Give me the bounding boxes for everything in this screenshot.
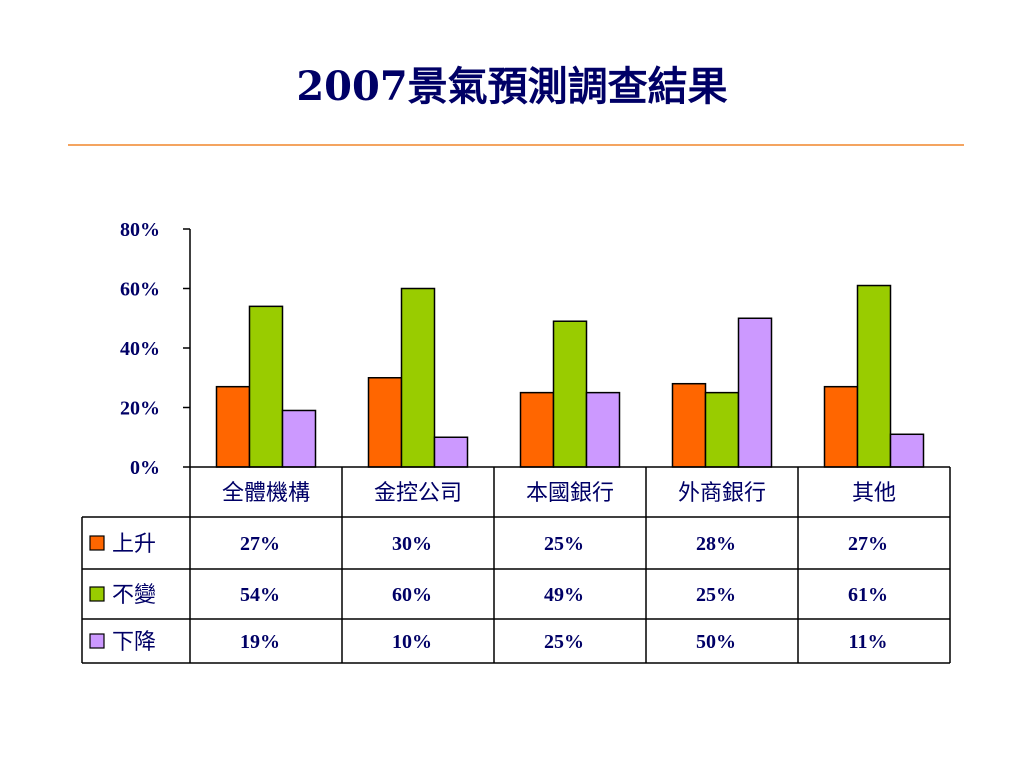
- data-label: 19%: [240, 631, 280, 653]
- data-label: 60%: [392, 584, 432, 606]
- data-label: 27%: [240, 533, 280, 555]
- legend-swatch-下降: [89, 633, 105, 649]
- y-tick-label: 60%: [120, 279, 160, 301]
- data-label: 25%: [544, 533, 584, 555]
- bar-上升-本國銀行: [519, 391, 555, 468]
- bar-不變-全體機構: [248, 305, 284, 468]
- legend-label-下降: 下降: [112, 630, 156, 655]
- data-label: 54%: [240, 584, 280, 606]
- bar-上升-其他: [823, 385, 859, 468]
- y-tick-label: 80%: [120, 219, 160, 241]
- category-label: 外商銀行: [678, 481, 766, 506]
- bars: [215, 284, 925, 468]
- slide-title: 2007景氣預測調查結果: [296, 63, 728, 110]
- category-label: 全體機構: [222, 481, 310, 506]
- data-label: 10%: [392, 631, 432, 653]
- data-label: 25%: [696, 584, 736, 606]
- bar-下降-其他: [889, 433, 925, 468]
- data-label: 28%: [696, 533, 736, 555]
- bar-下降-金控公司: [433, 436, 469, 468]
- y-axis: 0% 20% 40% 60% 80%: [120, 219, 191, 479]
- legend-label-不變: 不變: [112, 583, 156, 608]
- category-label: 本國銀行: [526, 481, 614, 506]
- data-label: 49%: [544, 584, 584, 606]
- legend-label-上升: 上升: [112, 532, 156, 557]
- category-label: 其他: [852, 481, 896, 506]
- category-label: 金控公司: [374, 481, 462, 506]
- data-label: 25%: [544, 631, 584, 653]
- y-tick-label: 0%: [130, 457, 160, 479]
- bar-不變-外商銀行: [704, 391, 740, 468]
- y-tick-label: 40%: [120, 338, 160, 360]
- data-label: 11%: [849, 631, 888, 653]
- bar-下降-外商銀行: [737, 317, 773, 468]
- bar-不變-金控公司: [400, 287, 436, 468]
- data-label: 30%: [392, 533, 432, 555]
- bar-下降-本國銀行: [585, 391, 621, 468]
- bar-上升-金控公司: [367, 377, 403, 468]
- legend-swatch-上升: [89, 535, 105, 551]
- y-tick-label: 20%: [120, 398, 160, 420]
- bar-上升-外商銀行: [671, 382, 707, 468]
- bar-上升-全體機構: [215, 385, 251, 468]
- bar-下降-全體機構: [281, 409, 317, 468]
- bar-不變-其他: [856, 284, 892, 468]
- legend-swatch-不變: [89, 586, 105, 602]
- data-label: 50%: [696, 631, 736, 653]
- data-label: 27%: [848, 533, 888, 555]
- bar-不變-本國銀行: [552, 320, 588, 468]
- data-label: 61%: [848, 584, 888, 606]
- title-divider: [68, 144, 964, 146]
